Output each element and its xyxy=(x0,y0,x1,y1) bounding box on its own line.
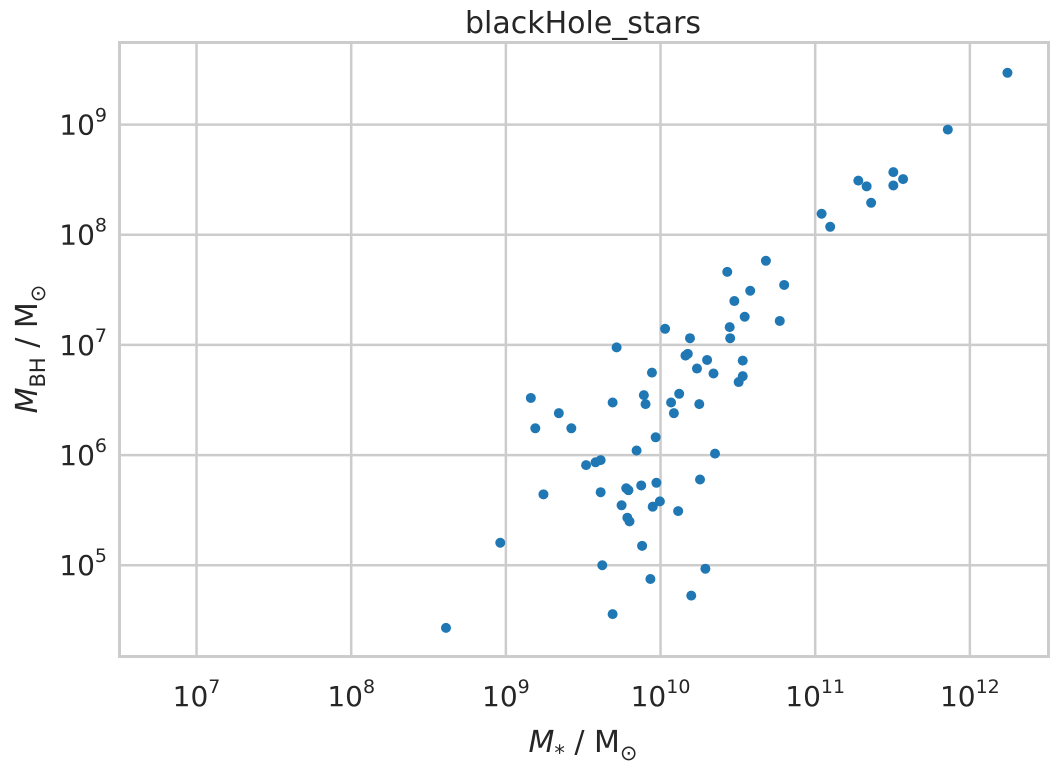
data-point xyxy=(942,124,953,135)
data-point xyxy=(650,432,661,443)
x-tick-label: 1011 xyxy=(785,676,845,713)
data-point xyxy=(1002,67,1013,78)
data-point xyxy=(440,622,451,633)
y-tick-label: 109 xyxy=(59,105,107,142)
y-axis-ticks: 105 106 107 108 109 xyxy=(59,105,107,583)
data-point xyxy=(737,355,748,366)
data-point xyxy=(702,354,713,365)
data-point xyxy=(674,388,685,399)
data-point xyxy=(745,285,756,296)
x-axis-ticks: 107 108 109 1010 1011 1012 xyxy=(173,676,1000,713)
data-point xyxy=(566,423,577,434)
x-axis-label: M* / M⊙ xyxy=(528,725,637,765)
data-point xyxy=(673,506,684,517)
data-point xyxy=(611,342,622,353)
data-point xyxy=(725,333,736,344)
data-point xyxy=(691,363,702,374)
data-point xyxy=(816,208,827,219)
data-point xyxy=(624,516,635,527)
data-point xyxy=(686,590,697,601)
y-axis-label: MBH / M⊙ xyxy=(10,285,50,414)
data-point xyxy=(654,496,665,507)
data-point xyxy=(637,540,648,551)
data-point xyxy=(595,455,606,466)
data-point xyxy=(607,397,618,408)
data-point xyxy=(779,279,790,290)
data-point xyxy=(640,399,651,410)
data-point xyxy=(651,477,662,488)
data-point xyxy=(694,399,705,410)
data-point xyxy=(724,322,735,333)
data-point xyxy=(595,487,606,498)
data-point xyxy=(623,485,634,496)
data-point xyxy=(647,501,658,512)
plot-frame xyxy=(118,41,1050,658)
data-point xyxy=(737,371,748,382)
y-tick-label: 105 xyxy=(59,545,107,582)
y-tick-label: 107 xyxy=(59,325,107,362)
data-point xyxy=(631,445,642,456)
data-point xyxy=(708,368,719,379)
data-point xyxy=(760,255,771,266)
data-point xyxy=(774,315,785,326)
data-point xyxy=(700,563,711,574)
data-point xyxy=(530,423,541,434)
data-point xyxy=(525,392,536,403)
data-point xyxy=(898,174,909,185)
data-point xyxy=(695,474,706,485)
data-point xyxy=(638,390,649,401)
data-point xyxy=(616,500,627,511)
data-point xyxy=(888,167,899,178)
data-point xyxy=(636,480,647,491)
chart-title: blackHole_stars xyxy=(465,6,701,41)
data-point xyxy=(607,609,618,620)
x-tick-label: 1012 xyxy=(940,676,1000,713)
data-point xyxy=(682,348,693,359)
data-point xyxy=(581,460,592,471)
grid xyxy=(120,43,1048,656)
data-point xyxy=(710,448,721,459)
data-point xyxy=(668,408,679,419)
x-tick-label: 108 xyxy=(327,676,375,713)
data-point xyxy=(646,367,657,378)
data-point xyxy=(597,560,608,571)
data-point xyxy=(729,296,740,307)
data-point xyxy=(722,266,733,277)
y-tick-label: 108 xyxy=(59,215,107,252)
data-point xyxy=(553,408,564,419)
data-point xyxy=(861,181,872,192)
x-tick-label: 109 xyxy=(482,676,530,713)
data-point xyxy=(866,197,877,208)
data-point xyxy=(645,573,656,584)
data-point xyxy=(666,397,677,408)
x-tick-label: 1010 xyxy=(631,676,691,713)
data-points xyxy=(440,67,1013,633)
data-point xyxy=(825,221,836,232)
data-point xyxy=(739,311,750,322)
x-tick-label: 107 xyxy=(173,676,221,713)
data-point xyxy=(495,537,506,548)
data-point xyxy=(684,333,695,344)
data-point xyxy=(660,323,671,334)
data-point xyxy=(538,489,549,500)
data-point xyxy=(853,175,864,186)
data-point xyxy=(888,180,899,191)
y-tick-label: 106 xyxy=(59,435,107,472)
